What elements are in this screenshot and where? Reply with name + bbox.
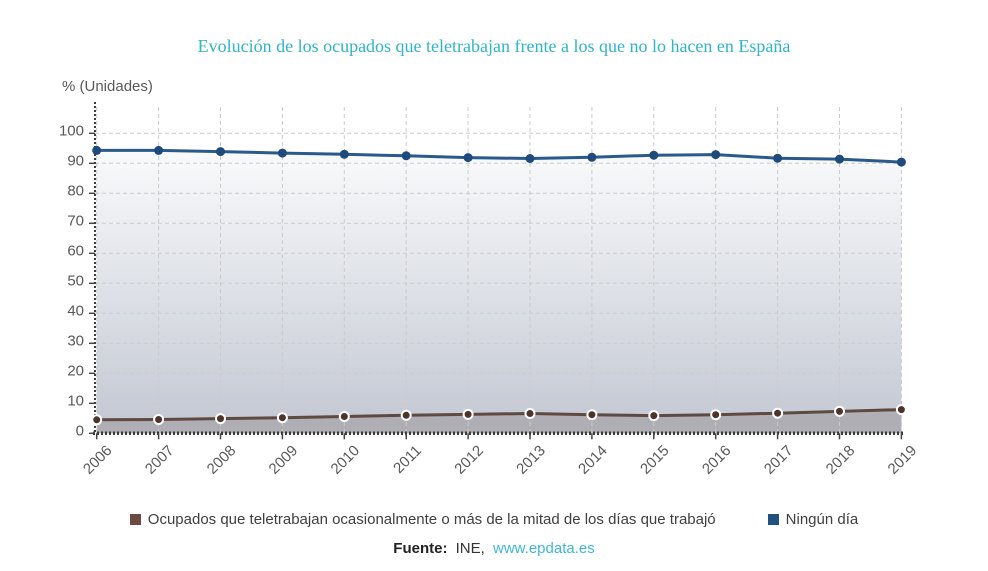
data-point-ningun-dia-2014[interactable] [587, 152, 597, 162]
legend-item-teletrabajo[interactable]: Ocupados que teletrabajan ocasionalmente… [129, 511, 716, 528]
series-line-teletrabajo [95, 408, 903, 422]
x-axis-tick-label: 2017 [761, 442, 797, 478]
y-axis-tick-label: 10 [67, 392, 84, 409]
legend-label-teletrabajo: Ocupados que teletrabajan ocasionalmente… [147, 511, 716, 528]
data-point-teletrabajo-2013[interactable] [524, 408, 536, 419]
data-point-teletrabajo-2011[interactable] [400, 409, 412, 421]
data-point-ningun-dia-2009[interactable] [277, 148, 287, 158]
data-point-ningun-dia-2015[interactable] [649, 150, 659, 160]
y-axis-tick-label: 100 [59, 122, 84, 139]
chart-canvas: 0 10 20 30 40 50 60 70 80 90 100 2006 2007 2008 2009 20… [59, 102, 921, 478]
data-point-teletrabajo-2016[interactable] [710, 409, 722, 421]
y-axis-tick-label: 80 [67, 182, 84, 199]
data-point-teletrabajo-2010[interactable] [338, 411, 350, 422]
x-axis-tick-label: 2013 [513, 442, 549, 478]
data-point-teletrabajo-2006[interactable] [91, 414, 103, 426]
data-point-ningun-dia-2011[interactable] [401, 151, 411, 161]
data-point-ningun-dia-2013[interactable] [525, 154, 535, 163]
x-axis-tick-label: 2012 [451, 442, 487, 478]
y-axis-tick-label: 30 [67, 332, 84, 349]
y-axis-tick-label: 90 [67, 152, 84, 169]
x-axis-tick-label: 2014 [575, 442, 611, 478]
source-prefix: Fuente: [393, 540, 448, 557]
data-point-ningun-dia-2007[interactable] [154, 145, 164, 155]
chart-title: Evolución de los ocupados que teletrabaj… [197, 36, 791, 56]
x-axis-tick-label: 2006 [80, 442, 116, 478]
y-axis-tick-label: 50 [67, 272, 84, 289]
y-axis-tick-label: 70 [67, 212, 84, 229]
data-point-ningun-dia-2010[interactable] [339, 149, 349, 159]
legend-label-ningun-dia: Ningún día [785, 511, 859, 528]
y-axis-unit-label: % (Unidades) [62, 78, 153, 95]
data-point-teletrabajo-2015[interactable] [648, 410, 660, 422]
series-line-ningun-dia [95, 148, 903, 164]
x-axis-tick-label: 2010 [328, 442, 364, 478]
y-axis-tick-label: 60 [67, 242, 84, 259]
data-point-ningun-dia-2006[interactable] [92, 145, 102, 155]
x-axis-tick-label: 2011 [390, 442, 425, 477]
x-axis-tick-label: 2008 [204, 442, 240, 478]
data-point-ningun-dia-2017[interactable] [773, 153, 783, 163]
legend-item-ningun-dia[interactable]: Ningún día [767, 511, 859, 528]
x-axis-tick-label: 2018 [823, 442, 859, 478]
y-axis-tick-label: 20 [67, 362, 84, 379]
x-axis-tick-label: 2015 [637, 442, 673, 478]
data-point-teletrabajo-2017[interactable] [772, 407, 784, 419]
y-axis-tick-label: 0 [76, 422, 84, 439]
data-point-ningun-dia-2019[interactable] [896, 157, 906, 167]
y-axis-tick-label: 40 [67, 302, 84, 319]
legend-swatch-ningun-dia-icon [767, 514, 779, 525]
x-axis-tick-label: 2007 [142, 442, 178, 478]
data-point-teletrabajo-2008[interactable] [215, 413, 226, 425]
x-axis-tick-label: 2019 [885, 442, 921, 478]
x-axis-tick-label: 2016 [699, 442, 735, 478]
source-link[interactable]: www.epdata.es [492, 540, 595, 557]
source-line: Fuente: INE, www.epdata.es [0, 540, 988, 557]
data-point-teletrabajo-2018[interactable] [834, 405, 845, 417]
area-ningun-dia [96, 150, 902, 434]
source-agency: INE, [455, 540, 485, 557]
data-point-teletrabajo-2009[interactable] [276, 412, 288, 424]
legend-swatch-teletrabajo-icon [129, 514, 141, 525]
data-point-ningun-dia-2012[interactable] [463, 153, 473, 163]
data-point-ningun-dia-2016[interactable] [711, 150, 721, 160]
data-point-teletrabajo-2007[interactable] [153, 414, 165, 425]
data-point-teletrabajo-2019[interactable] [895, 404, 907, 416]
data-point-ningun-dia-2018[interactable] [835, 154, 844, 164]
x-axis-tick-label: 2009 [266, 442, 302, 478]
legend: Ocupados que teletrabajan ocasionalmente… [0, 511, 988, 528]
data-point-ningun-dia-2008[interactable] [216, 147, 225, 157]
data-point-teletrabajo-2014[interactable] [586, 409, 598, 421]
data-point-teletrabajo-2012[interactable] [462, 408, 474, 420]
